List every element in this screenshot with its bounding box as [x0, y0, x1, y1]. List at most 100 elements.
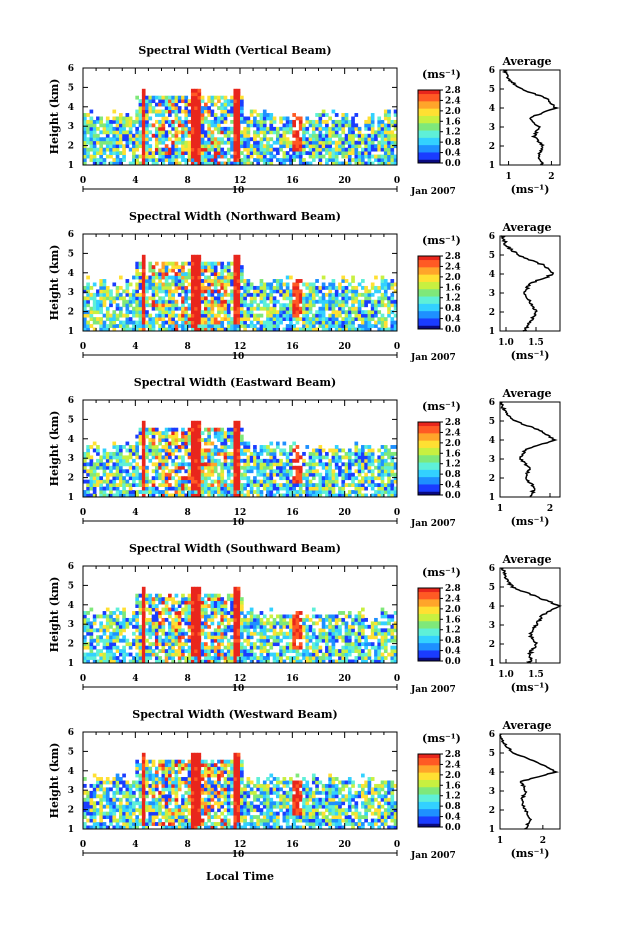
colorbar-segment — [418, 117, 440, 120]
avg-profile-line — [500, 567, 562, 664]
y-tick-label: 3 — [68, 620, 74, 630]
avg-y-tick-label: 1 — [489, 493, 495, 503]
colorbar-segment — [418, 600, 440, 602]
colorbar-segment — [418, 620, 440, 623]
colorbar-segment — [418, 263, 440, 265]
colorbar-tick-label: 2.4 — [445, 760, 461, 770]
y-axis-label: Height (km) — [48, 79, 61, 155]
colorbar-segment — [418, 301, 440, 303]
colorbar-segment — [418, 607, 440, 610]
avg-y-tick-label: 3 — [489, 787, 495, 797]
avg-y-tick-label: 6 — [489, 66, 495, 76]
y-tick-label: 5 — [68, 747, 74, 757]
y-tick-label: 4 — [68, 601, 74, 611]
x-tick-label: 12 — [234, 508, 247, 518]
colorbar-tick-label: 2.4 — [445, 594, 461, 604]
x-tick-label: 0 — [394, 674, 400, 684]
x-tick-label: 8 — [185, 176, 191, 186]
colorbar-segment — [418, 629, 440, 631]
colorbar-segment — [418, 436, 440, 439]
colorbar-segment — [418, 125, 440, 127]
avg-x-tick-label: 2 — [548, 172, 554, 182]
colorbar-segment — [418, 280, 440, 282]
colorbar-segment — [418, 452, 440, 455]
colorbar-segment — [418, 91, 440, 93]
date-month: Jan 2007 — [410, 685, 456, 695]
colorbar-tick-label: 1.2 — [445, 128, 461, 138]
avg-y-tick-label: 1 — [489, 327, 495, 337]
colorbar-segment — [418, 143, 440, 146]
colorbar-segment — [418, 457, 440, 459]
colorbar-segment — [418, 598, 440, 601]
colorbar-segment — [418, 262, 440, 264]
colorbar-segment — [418, 764, 440, 767]
colorbar-segment — [418, 277, 440, 280]
colorbar-segment — [418, 809, 440, 812]
colorbar-segment — [418, 147, 440, 149]
colorbar-segment — [418, 144, 440, 147]
colorbar-segment — [418, 622, 440, 624]
y-axis-label: Height (km) — [48, 577, 61, 653]
x-tick-label: 16 — [286, 342, 299, 352]
avg-y-tick-label: 2 — [489, 308, 495, 318]
colorbar-segment — [418, 652, 440, 655]
colorbar-segment — [418, 431, 440, 434]
panel-title: Spectral Width (Westward Beam) — [132, 708, 337, 721]
colorbar-tick-label: 2.4 — [445, 428, 461, 438]
colorbar-segment — [418, 432, 440, 435]
colorbar-segment — [418, 137, 440, 140]
x-tick-label: 0 — [394, 176, 400, 186]
colorbar-segment — [418, 269, 440, 271]
colorbar-segment — [418, 792, 440, 795]
colorbar-segment — [418, 823, 440, 825]
colorbar-tick-label: 2.8 — [445, 252, 461, 262]
avg-title: Average — [501, 719, 551, 732]
colorbar-segment — [418, 609, 440, 612]
colorbar-segment — [418, 802, 440, 805]
colorbar-segment — [418, 465, 440, 468]
colorbar-segment — [418, 288, 440, 291]
panel-title: Spectral Width (Southward Beam) — [129, 542, 341, 555]
colorbar-segment — [418, 266, 440, 269]
colorbar-segment — [418, 265, 440, 268]
colorbar-segment — [418, 314, 440, 317]
colorbar-segment — [418, 480, 440, 483]
panel-3: Spectral Width (Southward Beam)123456Hei… — [48, 542, 562, 695]
colorbar-segment — [418, 318, 440, 320]
colorbar-segment — [418, 324, 440, 326]
y-tick-label: 6 — [68, 64, 74, 74]
colorbar-segment — [418, 258, 440, 261]
colorbar-segment — [418, 142, 440, 144]
colorbar-segment — [418, 799, 440, 801]
colorbar-segment — [418, 791, 440, 794]
colorbar-segment — [418, 648, 440, 651]
colorbar-segment — [418, 475, 440, 478]
colorbar-segment — [418, 589, 440, 591]
colorbar-segment — [418, 477, 440, 480]
x-tick-label: 0 — [394, 840, 400, 850]
date-month: Jan 2007 — [410, 353, 456, 363]
colorbar-segment — [418, 642, 440, 645]
x-tick-label: 4 — [132, 840, 138, 850]
colorbar-tick-label: 1.6 — [445, 781, 461, 791]
avg-x-tick-label: 2 — [547, 504, 553, 514]
colorbar-segment — [418, 462, 440, 464]
colorbar-segment — [418, 801, 440, 804]
colorbar-segment — [418, 429, 440, 431]
avg-frame — [499, 69, 561, 166]
colorbar-segment — [418, 127, 440, 130]
colorbar-segment — [418, 274, 440, 276]
colorbar-segment — [418, 814, 440, 817]
colorbar-segment — [418, 114, 440, 116]
colorbar-tick-label: 2.4 — [445, 96, 461, 106]
colorbar-tick-label: 0.8 — [445, 470, 461, 480]
colorbar-segment — [418, 319, 440, 321]
colorbar-segment — [418, 766, 440, 768]
avg-unit: (ms⁻¹) — [511, 349, 550, 362]
colorbar-segment — [418, 298, 440, 301]
avg-y-tick-label: 6 — [489, 398, 495, 408]
y-tick-label: 5 — [68, 83, 74, 93]
panel-title: Spectral Width (Northward Beam) — [129, 210, 341, 223]
colorbar-segment — [418, 316, 440, 319]
avg-title: Average — [501, 221, 551, 234]
